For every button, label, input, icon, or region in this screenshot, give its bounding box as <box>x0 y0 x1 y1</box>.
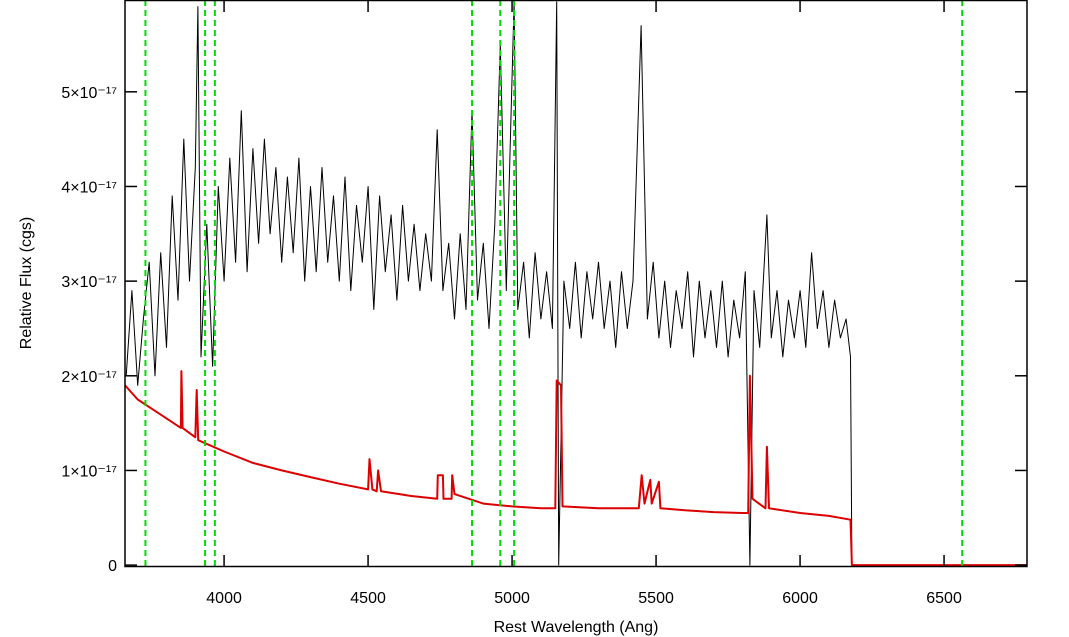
y-tick-label: 1×10⁻¹⁷ <box>61 463 117 480</box>
y-axis-label: Relative Flux (cgs) <box>18 217 35 349</box>
frame <box>124 0 1028 568</box>
spectrum-line <box>125 370 1027 567</box>
x-axis-label: Rest Wavelength (Ang) <box>494 619 659 636</box>
x-tick-label: 4000 <box>206 590 242 607</box>
plot-area <box>125 0 1027 567</box>
y-tick-label: 4×10⁻¹⁷ <box>61 179 117 196</box>
y-tick-label: 3×10⁻¹⁷ <box>61 274 117 291</box>
y-tick-label: 2×10⁻¹⁷ <box>61 369 117 386</box>
x-tick-label: 6000 <box>782 590 818 607</box>
x-tick-label: 6500 <box>926 590 962 607</box>
y-tick-label: 0 <box>108 558 117 575</box>
x-tick-label: 5000 <box>494 590 530 607</box>
y-tick-label: 5×10⁻¹⁷ <box>61 85 117 102</box>
x-tick-label: 4500 <box>350 590 386 607</box>
spectrum-line <box>125 1 1027 566</box>
x-tick-label: 5500 <box>638 590 674 607</box>
